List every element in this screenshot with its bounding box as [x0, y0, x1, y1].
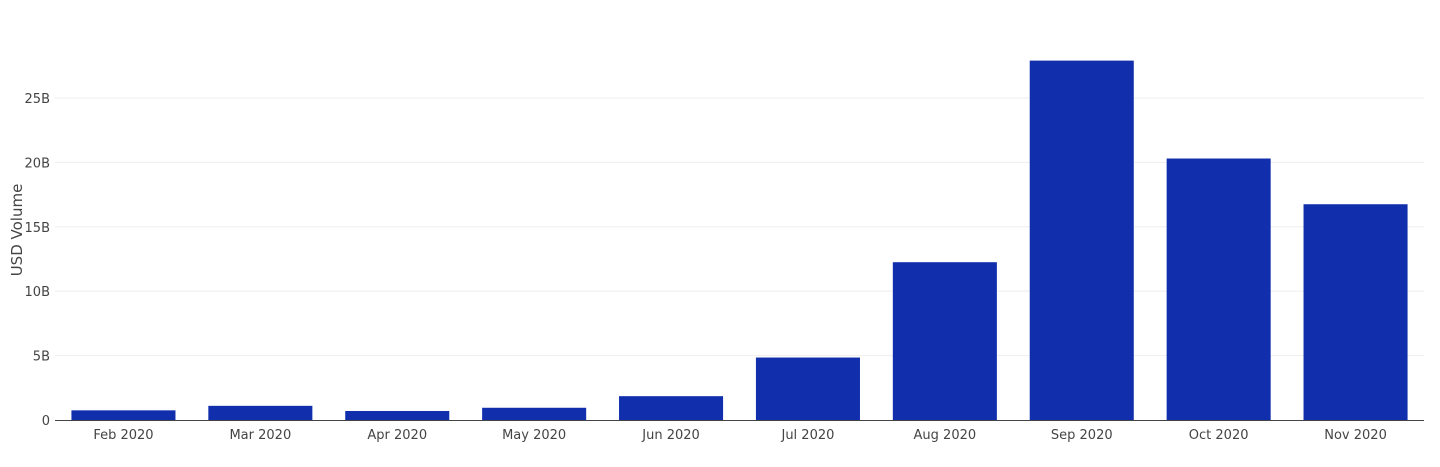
y-tick-label: 5B [33, 350, 50, 365]
bar[interactable] [619, 396, 724, 420]
y-axis-title: USD Volume [8, 184, 26, 277]
bar[interactable] [208, 405, 313, 420]
bar[interactable] [755, 357, 860, 420]
y-tick-label: 0 [42, 414, 50, 429]
x-tick-label: Apr 2020 [367, 428, 427, 443]
bar[interactable] [482, 407, 587, 420]
x-tick-label: May 2020 [502, 428, 566, 443]
x-axis-ticks: Feb 2020 Mar 2020 Apr 2020 May 2020 Jun 2020… [93, 428, 1387, 443]
y-axis-ticks: 0 5B 10B 15B 20B 25B [25, 92, 50, 429]
y-tick-label: 25B [25, 92, 50, 107]
y-tick-label: 15B [25, 221, 50, 236]
x-tick-label: Aug 2020 [914, 428, 977, 443]
x-tick-label: Oct 2020 [1189, 428, 1249, 443]
bar[interactable] [892, 262, 997, 420]
bar[interactable] [1029, 60, 1134, 420]
y-tick-label: 20B [25, 156, 50, 171]
x-tick-label: Sep 2020 [1051, 428, 1113, 443]
x-tick-label: Nov 2020 [1324, 428, 1387, 443]
y-tick-label: 10B [25, 285, 50, 300]
x-tick-label: Mar 2020 [229, 428, 291, 443]
x-tick-label: Jul 2020 [780, 428, 834, 443]
x-tick-label: Jun 2020 [641, 428, 700, 443]
x-tick-label: Feb 2020 [93, 428, 153, 443]
bar[interactable] [1303, 204, 1408, 420]
bar[interactable] [1166, 158, 1271, 420]
bars [71, 60, 1408, 420]
bar[interactable] [345, 410, 450, 420]
bar[interactable] [71, 410, 176, 420]
